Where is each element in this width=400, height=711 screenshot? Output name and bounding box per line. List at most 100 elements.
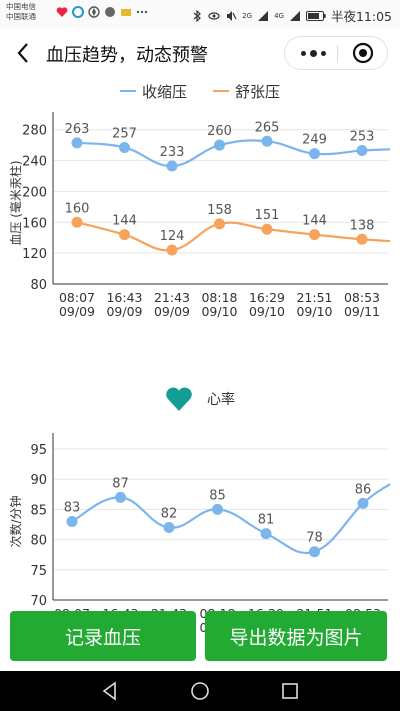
more-dot-icon (300, 50, 306, 56)
data-label: 253 (350, 130, 375, 145)
target-close-icon (352, 42, 374, 64)
data-label: 138 (350, 218, 375, 233)
data-label: 260 (207, 124, 232, 139)
chevron-left-icon (17, 43, 28, 63)
data-point[interactable] (119, 141, 130, 153)
data-point[interactable] (119, 229, 130, 241)
record-bp-button[interactable]: 记录血压 (10, 611, 196, 661)
more-dot-icon (320, 50, 326, 56)
diastolic-swatch (213, 90, 229, 92)
data-label: 257 (112, 126, 137, 141)
data-point[interactable] (309, 229, 320, 241)
y-tick-label: 160 (22, 216, 47, 231)
y-tick-label: 70 (30, 594, 47, 609)
data-point[interactable] (261, 135, 273, 147)
data-point[interactable] (356, 145, 368, 157)
eye-icon (208, 11, 220, 20)
wallet-icon (121, 9, 131, 16)
heart-icon (166, 387, 192, 411)
capsule-divider (337, 45, 338, 63)
network-tag-2: 4G (274, 11, 284, 20)
bp-legend: 收缩压 舒张压 (0, 80, 400, 102)
battery-icon (305, 10, 326, 21)
y-axis-label: 血压 (毫米汞柱) (8, 160, 23, 245)
heart-rate-title: 心率 (207, 392, 235, 408)
data-point[interactable] (261, 223, 273, 235)
y-axis-label: 次数/分钟 (8, 495, 23, 547)
data-point[interactable] (260, 528, 272, 540)
legend-systolic-label: 收缩压 (141, 82, 187, 101)
more-dot-icon (309, 49, 317, 57)
recents-square-icon[interactable] (280, 681, 300, 701)
data-point[interactable] (71, 137, 83, 149)
status-bar: 中国电信 中国联通 2G 4G 半夜11:05 (0, 0, 400, 28)
blood-pressure-chart: 80 120 160 200 240 280 血压 (毫米汞柱) 08:07 09/09 16:4… (8, 112, 391, 319)
data-point[interactable] (71, 216, 83, 228)
back-button[interactable] (10, 40, 36, 66)
mini-program-capsule (284, 36, 388, 70)
data-point[interactable] (163, 522, 175, 534)
data-label: 144 (112, 214, 137, 229)
data-point[interactable] (357, 497, 369, 509)
data-label: 151 (255, 208, 280, 223)
data-point[interactable] (214, 139, 225, 151)
data-point[interactable] (115, 491, 126, 503)
y-tick-label: 95 (30, 443, 47, 458)
heart-rate-header: 心率 (0, 384, 400, 414)
data-point[interactable] (66, 516, 78, 527)
y-tick-label: 280 (22, 124, 47, 139)
y-tick-label: 85 (30, 503, 47, 518)
data-label: 86 (355, 482, 372, 497)
back-triangle-icon[interactable] (100, 681, 120, 701)
mute-icon (227, 10, 237, 21)
y-tick-label: 80 (30, 278, 47, 293)
data-label: 78 (306, 531, 323, 546)
signal-icon-2 (289, 10, 300, 21)
export-image-button[interactable]: 导出数据为图片 (205, 611, 387, 661)
data-label: 82 (161, 507, 178, 522)
swirl-app-icon (72, 6, 84, 18)
clock: 半夜11:05 (330, 9, 392, 24)
y-tick-label: 240 (22, 155, 47, 170)
legend-diastolic-label: 舒张压 (235, 82, 281, 101)
system-nav-bar (0, 671, 400, 711)
data-point[interactable] (214, 218, 225, 230)
legend-systolic[interactable]: 收缩压 (119, 80, 187, 102)
page-title: 血压趋势，动态预警 (46, 45, 208, 66)
systolic-swatch (119, 90, 136, 92)
data-label: 160 (65, 201, 90, 216)
carrier-2: 中国联通 (6, 12, 36, 21)
data-point[interactable] (309, 148, 320, 160)
data-point[interactable] (166, 160, 178, 172)
data-label: 249 (302, 133, 327, 148)
data-label: 87 (112, 476, 129, 491)
data-label: 85 (209, 488, 226, 503)
network-tag-1: 2G (242, 11, 253, 20)
carrier-info: 中国电信 中国联通 (6, 2, 36, 22)
legend-diastolic[interactable]: 舒张压 (213, 80, 280, 102)
data-point[interactable] (309, 546, 320, 558)
home-circle-icon[interactable] (190, 681, 210, 701)
signal-icon-1 (258, 10, 269, 21)
heart-notification-icon (56, 7, 68, 18)
carrier-1: 中国电信 (6, 2, 36, 11)
data-point[interactable] (166, 244, 178, 256)
status-right: 2G 4G 半夜11:05 (191, 6, 392, 25)
y-tick-label: 90 (30, 473, 47, 488)
data-label: 83 (64, 501, 81, 516)
close-button[interactable] (343, 37, 383, 69)
y-tick-label: 120 (22, 247, 47, 262)
more-button[interactable] (293, 37, 333, 69)
data-point[interactable] (356, 233, 368, 245)
data-point[interactable] (212, 503, 223, 515)
more-notifications-icon (136, 10, 148, 14)
data-label: 158 (207, 203, 232, 218)
compass-icon (88, 6, 100, 18)
